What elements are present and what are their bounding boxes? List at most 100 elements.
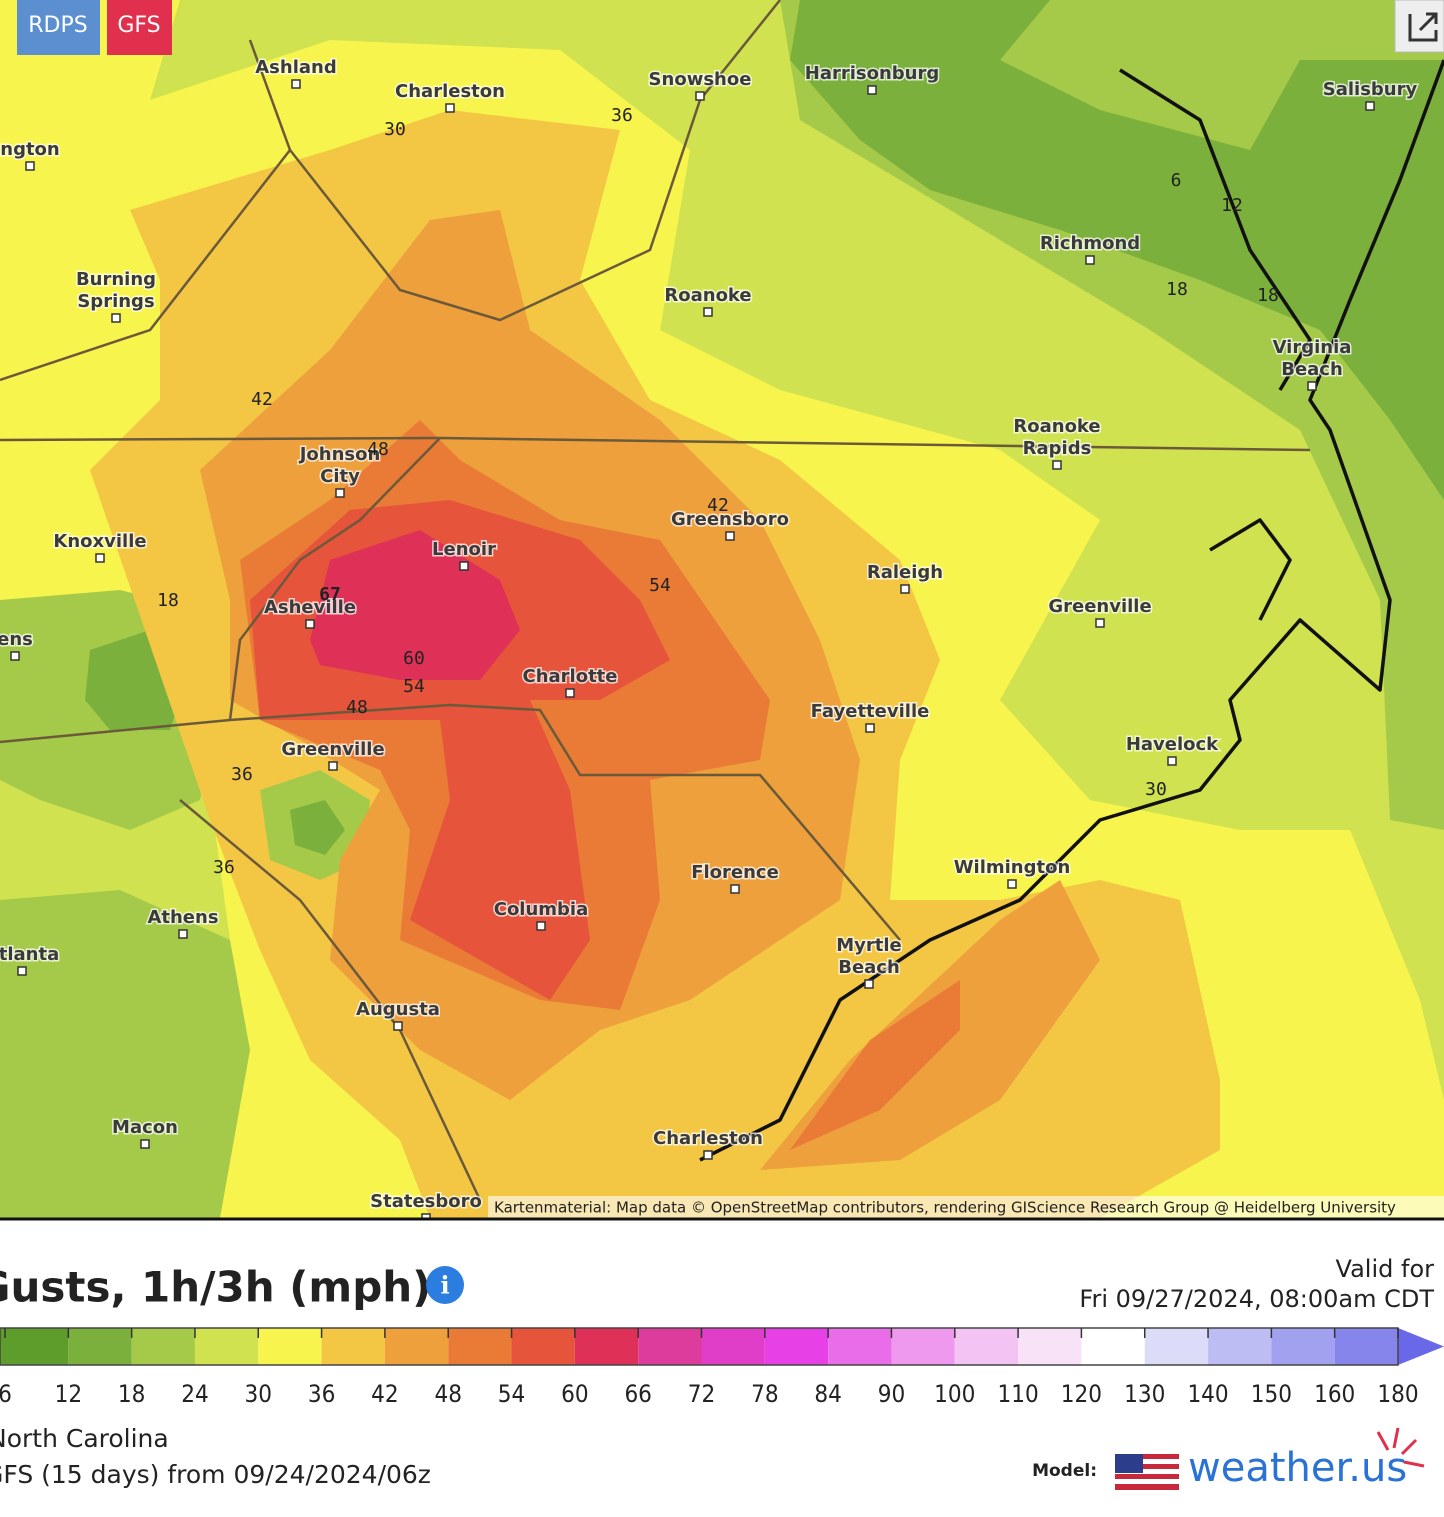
city-label: Snowshoe bbox=[649, 69, 752, 90]
city-marker bbox=[865, 723, 875, 733]
city-label: Greenville bbox=[281, 739, 384, 760]
border-nc-sc bbox=[0, 703, 901, 941]
city-marker bbox=[1167, 756, 1177, 766]
city-label: Beach bbox=[1281, 359, 1343, 380]
tick-label: 18 bbox=[118, 1380, 145, 1408]
city-marker bbox=[1085, 255, 1095, 265]
city-marker bbox=[421, 1213, 431, 1218]
contour-label: 18 bbox=[1257, 285, 1279, 306]
city-label: City bbox=[320, 466, 360, 487]
city-label: Burning bbox=[76, 269, 156, 290]
contour-label: 48 bbox=[346, 697, 368, 718]
coast-sound bbox=[1209, 518, 1292, 621]
city-label: Knoxville bbox=[53, 531, 146, 552]
flag-canton bbox=[1115, 1454, 1143, 1473]
city-label: Wilmington bbox=[954, 857, 1071, 878]
contour-label: 36 bbox=[611, 105, 633, 126]
city-marker bbox=[1007, 879, 1017, 889]
valid-label: Valid for bbox=[1336, 1255, 1435, 1283]
tick-label: 12 bbox=[55, 1380, 82, 1408]
color-swatch bbox=[1334, 1328, 1398, 1365]
attribution: Kartenmaterial: Map data © OpenStreetMap… bbox=[494, 1199, 1396, 1217]
contour-label: 30 bbox=[384, 119, 406, 140]
flag-stripe bbox=[1115, 1469, 1179, 1474]
tick-label: 110 bbox=[997, 1380, 1038, 1408]
tick-label: 100 bbox=[934, 1380, 975, 1408]
contour-label: 42 bbox=[251, 389, 273, 410]
contour-label: 42 bbox=[707, 495, 729, 516]
contour-label: 36 bbox=[231, 764, 253, 785]
color-swatch bbox=[68, 1328, 132, 1365]
info-button[interactable] bbox=[426, 1266, 464, 1304]
city-marker bbox=[10, 651, 20, 661]
tick-label: 160 bbox=[1314, 1380, 1355, 1408]
field-orange-dark-offshore bbox=[790, 980, 960, 1150]
color-swatch bbox=[1271, 1328, 1335, 1365]
city-marker bbox=[335, 488, 345, 498]
border-wv-va bbox=[289, 0, 781, 322]
city-marker bbox=[17, 966, 27, 976]
info-icon[interactable]: i bbox=[440, 1271, 449, 1300]
model-button[interactable] bbox=[17, 0, 100, 55]
brand-sun bbox=[1376, 1427, 1425, 1468]
color-swatch bbox=[258, 1328, 322, 1365]
city-label: Richmond bbox=[1040, 233, 1140, 254]
color-arrow bbox=[1398, 1328, 1444, 1365]
city-label: Charleston bbox=[395, 81, 505, 102]
button-label[interactable]: RDPS bbox=[28, 13, 87, 38]
tick-label: 54 bbox=[498, 1380, 525, 1408]
city-marker bbox=[703, 1150, 713, 1160]
city-marker bbox=[291, 79, 301, 89]
coast-main bbox=[699, 59, 1444, 1162]
city-label: ens bbox=[0, 629, 33, 650]
city-marker bbox=[178, 929, 188, 939]
city-marker bbox=[536, 921, 546, 931]
city-marker bbox=[328, 761, 338, 771]
city-label: Springs bbox=[77, 291, 154, 312]
city-label: Athens bbox=[147, 907, 218, 928]
city-marker bbox=[459, 561, 469, 571]
color-swatch bbox=[448, 1328, 512, 1365]
contour-label: 12 bbox=[1221, 195, 1243, 216]
contour-label: 54 bbox=[649, 575, 671, 596]
city-label: Salisbury bbox=[1323, 79, 1418, 100]
share-icon[interactable] bbox=[1408, 12, 1438, 42]
contour-label: 18 bbox=[157, 590, 179, 611]
field-sw-green bbox=[0, 890, 250, 1218]
color-swatch bbox=[1208, 1328, 1272, 1365]
tick-label: 84 bbox=[814, 1380, 841, 1408]
color-swatch bbox=[1144, 1328, 1209, 1365]
tick-label: 30 bbox=[245, 1380, 272, 1408]
tick-label: 140 bbox=[1187, 1380, 1228, 1408]
city-label: Beach bbox=[838, 957, 900, 978]
city-marker bbox=[111, 313, 121, 323]
city-marker bbox=[95, 553, 105, 563]
color-swatch bbox=[1018, 1328, 1082, 1365]
contour-label: 67 bbox=[319, 584, 341, 605]
tick-label: 60 bbox=[561, 1380, 588, 1408]
button-label[interactable]: GFS bbox=[117, 13, 160, 38]
share-button[interactable] bbox=[1394, 0, 1444, 53]
city-label: Raleigh bbox=[867, 562, 943, 583]
color-swatch bbox=[321, 1328, 385, 1365]
tick-label: 78 bbox=[751, 1380, 778, 1408]
colorbar-outline bbox=[0, 1327, 1399, 1366]
tick-label: 150 bbox=[1251, 1380, 1292, 1408]
city-label: Florence bbox=[691, 862, 779, 883]
tick-label: 72 bbox=[688, 1380, 715, 1408]
color-swatch bbox=[638, 1328, 702, 1365]
contour-label: 60 bbox=[403, 648, 425, 669]
city-marker bbox=[867, 85, 877, 95]
model-button[interactable] bbox=[107, 0, 172, 55]
city-label: Greenville bbox=[1048, 596, 1151, 617]
city-label: Charleston bbox=[653, 1128, 763, 1149]
color-swatch bbox=[194, 1328, 259, 1365]
city-label: Atlanta bbox=[0, 944, 59, 965]
field-gsp-darkgreen bbox=[290, 800, 345, 855]
city-label: Ashland bbox=[255, 57, 336, 78]
city-marker bbox=[393, 1021, 403, 1031]
city-label: Roanoke bbox=[664, 285, 751, 306]
city-marker bbox=[695, 91, 705, 101]
city-marker bbox=[1365, 101, 1375, 111]
